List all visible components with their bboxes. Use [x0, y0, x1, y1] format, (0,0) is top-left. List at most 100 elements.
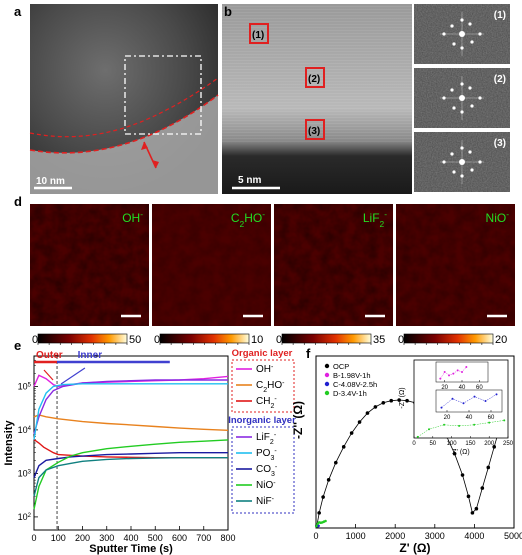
- point-OCP: [317, 511, 321, 515]
- map-label-2-tail: HO: [244, 211, 262, 225]
- point-OCP: [452, 451, 457, 456]
- x-tick-label-e: 700: [196, 533, 211, 543]
- region-label-2: (2): [308, 74, 320, 85]
- inset-tick-label: 150: [465, 441, 476, 447]
- y-tick-exp: 4: [28, 426, 32, 432]
- fft-spot: [470, 168, 474, 172]
- fft-spot: [460, 18, 464, 22]
- outer-label: Outer: [36, 350, 63, 361]
- organic-legend-box: [231, 359, 295, 413]
- x-tick-label-e: 300: [99, 533, 114, 543]
- inset-line-C-4.08V-2.5h: [441, 394, 497, 408]
- fft-label-2: (2): [494, 74, 506, 85]
- point-OCP: [321, 495, 325, 499]
- colorbar-2: [159, 333, 250, 344]
- fft-spot: [442, 32, 446, 36]
- map-intensity-2: [152, 204, 271, 326]
- point-OCP: [349, 431, 354, 435]
- colorbar-4: [403, 333, 494, 344]
- inset-tick-label: 40: [466, 415, 473, 421]
- x-tick-label-e: 500: [148, 533, 163, 543]
- point-OCP: [492, 445, 497, 449]
- fft-center-spot-1: [459, 31, 465, 37]
- point-D-3.4V-1h: [315, 524, 318, 528]
- inorganic-legend-label-3: NiO-: [256, 480, 276, 492]
- x-axis-label-e: Sputter Time (s): [89, 543, 173, 555]
- inset-tick-label: 200: [484, 441, 495, 447]
- fft-label-1: (1): [494, 10, 506, 21]
- fft-spot: [442, 160, 446, 164]
- inorganic-legend-label-1-sub: 3: [270, 455, 274, 462]
- inset-point-D-3.4V-1h: [443, 423, 446, 426]
- fft-center-spot-2: [459, 95, 465, 101]
- y-axis-label-e: Intensity: [3, 420, 15, 466]
- legend-label-3: D-3.4V-1h: [333, 389, 367, 398]
- y-tick-label-e: 103: [18, 468, 32, 478]
- tem-shell: [30, 95, 218, 194]
- organic-legend-label-1-sup: -: [282, 380, 285, 387]
- x-tick-label-f: 5000: [504, 531, 522, 541]
- colorbar-min-3: 0: [276, 334, 282, 346]
- map-label-3-main: LiF: [363, 211, 380, 225]
- x-axis-label-f: Z' (Ω): [399, 541, 430, 555]
- fft-spot: [460, 46, 464, 50]
- point-OCP: [389, 398, 394, 403]
- fft-spot: [442, 96, 446, 100]
- x-tick-label-e: 200: [75, 533, 90, 543]
- map-label-3-sub: 2: [380, 219, 385, 229]
- map-label-4-main: NiO: [486, 211, 507, 225]
- inorganic-legend-label-2: CO3-: [256, 464, 278, 478]
- inset-point-D-3.4V-1h: [488, 421, 491, 424]
- series-LiF2-: [33, 379, 228, 435]
- point-OCP: [381, 400, 386, 405]
- legend-marker-0: [324, 363, 330, 369]
- y-tick-label-e: 104: [18, 425, 32, 435]
- inorganic-legend-label-4-main: NiF: [256, 496, 272, 507]
- organic-legend-label-2: CH2-: [256, 396, 277, 410]
- panel-letter-e: e: [14, 338, 21, 353]
- y-tick-exp: 2: [28, 513, 32, 519]
- inner-boundary-line: [29, 77, 219, 138]
- inorganic-legend-label-4-sup: -: [272, 496, 275, 503]
- organic-legend-label-1: C2HO-: [256, 380, 285, 394]
- inset-line-D-3.4V-1h: [417, 420, 505, 438]
- point-OCP: [486, 465, 491, 470]
- y-axis-label-f: -Z'' (Ω): [291, 401, 305, 439]
- inner-label: Inner: [78, 350, 103, 361]
- inset-frame: [413, 359, 509, 439]
- fft-spot: [460, 82, 464, 86]
- point-OCP: [405, 398, 409, 403]
- x-tick-label-f: 1000: [346, 531, 366, 541]
- map-label-4-sup: -: [506, 209, 509, 219]
- legend-marker-1: [324, 372, 330, 378]
- organic-legend-label-1-main: C: [256, 380, 263, 391]
- colorbar-1: [37, 333, 128, 344]
- map-label-2-sup: -: [262, 209, 265, 219]
- inset-tick-label: 20: [444, 415, 451, 421]
- y-tick-base: 10: [18, 381, 28, 391]
- region-box-3: [305, 119, 325, 140]
- series-CO3-: [33, 452, 228, 478]
- organic-legend-label-2-sup: -: [274, 396, 277, 403]
- organic-legend-label-2-main: CH: [256, 396, 270, 407]
- inset-line-B-1.98V-1h: [440, 366, 467, 379]
- organic-legend-title: Organic layer: [232, 348, 293, 359]
- inset-tick-label: 50: [429, 441, 436, 447]
- point-OCP: [480, 486, 485, 490]
- panel-letter-f: f: [306, 346, 311, 361]
- map-label-1-sup: -: [140, 209, 143, 219]
- map-label-1-main: OH: [122, 211, 140, 225]
- arrow-head-top: [141, 142, 148, 150]
- inset-tick-label: 40: [459, 385, 466, 391]
- series-NiO-: [33, 439, 229, 510]
- y-tick-base: 10: [18, 512, 28, 522]
- inorganic-legend-label-2-sup: -: [275, 464, 278, 471]
- map-label-1: OH-: [122, 209, 143, 225]
- legend-label-1: B-1.98V-1h: [333, 371, 371, 380]
- point-OCP: [373, 405, 378, 409]
- inorganic-legend-label-1: PO3-: [256, 448, 277, 462]
- map-intensity-3: [274, 204, 393, 326]
- inorganic-legend-label-0-sub: 2: [270, 439, 274, 446]
